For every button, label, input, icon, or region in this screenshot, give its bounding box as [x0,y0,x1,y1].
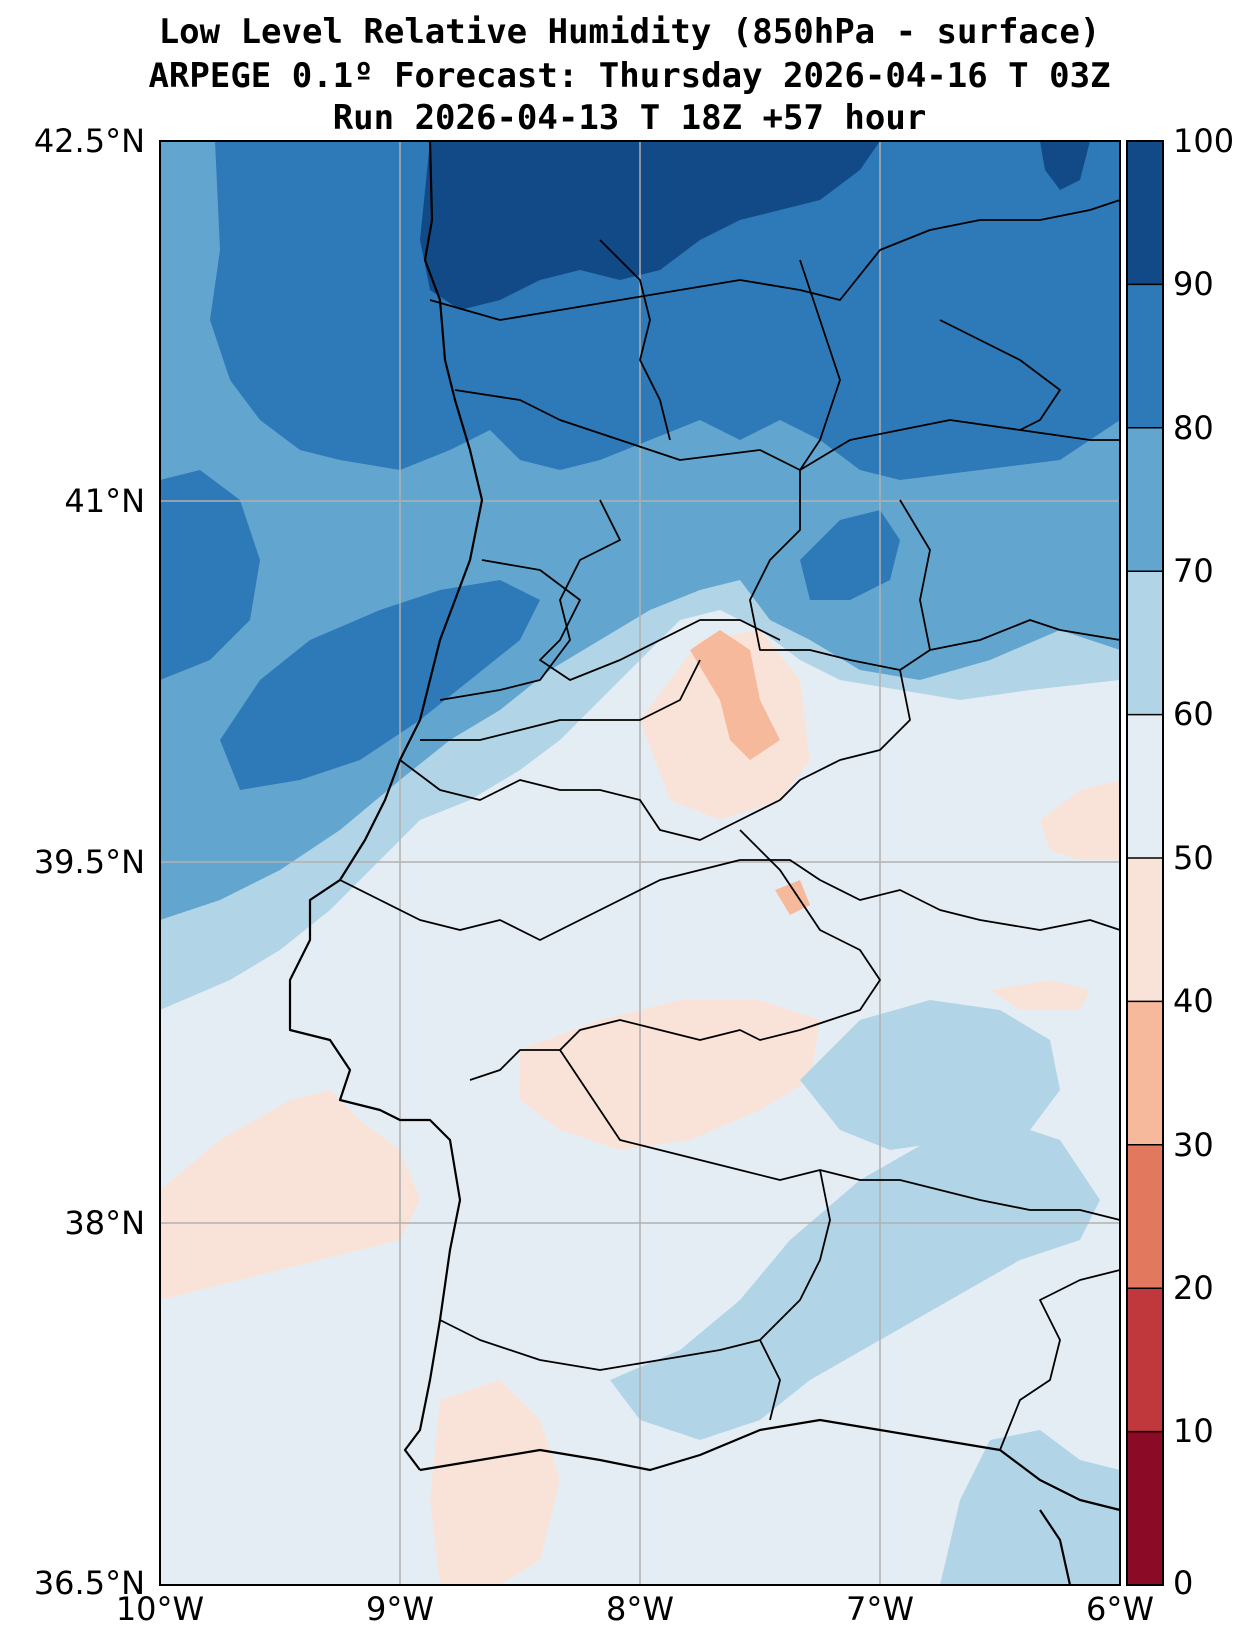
rh-40-50-band-se [990,980,1090,1010]
colorbar-label-20: 20 [1173,1269,1214,1307]
border-10 [399,669,911,841]
rh-40-50-band-south [430,1380,560,1585]
colorbar-label-100: 100 [1173,122,1235,160]
colorbar-segment-0-10 [1127,1431,1163,1585]
lat-label-36-5n: 36.5°N [33,1564,145,1602]
rh-40-50-band-interior [640,630,810,820]
rh-90-100-band [420,141,880,310]
coastline [288,140,1121,1586]
border-14 [759,1169,831,1421]
border-4 [749,259,1121,671]
colorbar-label-80: 80 [1173,409,1214,447]
map-frame [159,140,1121,1586]
rh-60-70-band-east [800,1000,1060,1150]
lon-label-8w: 8°W [606,1590,674,1628]
portugal-south-coast [419,1418,1121,1512]
rh-40-50-band-sw [160,1090,420,1300]
colorbar-segment-50-60 [1127,714,1163,859]
admin-borders [339,199,1121,1451]
lon-label-7w: 7°W [846,1590,914,1628]
colorbar-frame [1126,140,1164,1586]
lon-label-10w: 10°W [115,1590,205,1628]
rh-80-90-band-south [160,470,260,680]
border-6 [439,499,621,701]
title-line-3: Run 2026-04-13 T 18Z +57 hour [332,98,927,138]
colorbar-segment-60-70 [1127,571,1163,715]
colorbar-segment-70-80 [1127,427,1163,572]
title-line-2: ARPEGE 0.1º Forecast: Thursday 2026-04-1… [148,56,1111,96]
colorbar-segment-20-30 [1127,1144,1163,1289]
border-9 [420,659,701,741]
rh-80-90-band-coast [220,580,540,790]
lat-label-42-5n: 42.5°N [33,122,145,160]
border-5 [481,559,781,681]
rh-40-50-band-centre [520,1000,820,1150]
colorbar-label-60: 60 [1173,695,1214,733]
border-13 [559,1049,1121,1221]
border-11 [339,859,1121,941]
rh-80-90-band-inland [800,510,900,600]
colorbar-label-90: 90 [1173,265,1214,303]
portugal-west-coast [288,140,484,1471]
rh-40-50-band-east [1040,780,1120,860]
colorbar [1126,140,1164,1586]
border-1 [429,199,1121,321]
colorbar-segment-40-50 [1127,858,1163,1002]
border-15 [439,1319,761,1371]
graticule [160,141,1120,1585]
rh-30-40-band [690,630,780,760]
lat-label-38n: 38°N [64,1204,145,1242]
title-line-1: Low Level Relative Humidity (850hPa - su… [158,12,1101,52]
colorbar-label-40: 40 [1173,982,1214,1020]
colorbar-label-10: 10 [1173,1412,1214,1450]
colorbar-label-0: 0 [1173,1564,1194,1602]
lat-label-41n: 41°N [64,482,145,520]
rh-30-40-band-small [775,880,810,915]
rh-90-100-band-ne [1040,141,1090,190]
colorbar-label-50: 50 [1173,839,1214,877]
colorbar-segment-10-20 [1127,1288,1163,1432]
colorbar-segment-80-90 [1127,284,1163,428]
colorbar-label-70: 70 [1173,552,1214,590]
border-8 [939,319,1061,431]
border-3 [599,239,671,441]
rh-60-70-band-se [940,1430,1120,1585]
lon-label-6w: 6°W [1086,1590,1154,1628]
colorbar-segment-90-100 [1127,141,1163,285]
colorbar-label-30: 30 [1173,1126,1214,1164]
spain-east-boundary [1039,1509,1072,1586]
lon-label-9w: 9°W [366,1590,434,1628]
colorbar-segment-30-40 [1127,1001,1163,1145]
border-16 [999,1269,1121,1451]
border-7 [899,499,931,651]
lat-label-39-5n: 39.5°N [33,843,145,881]
